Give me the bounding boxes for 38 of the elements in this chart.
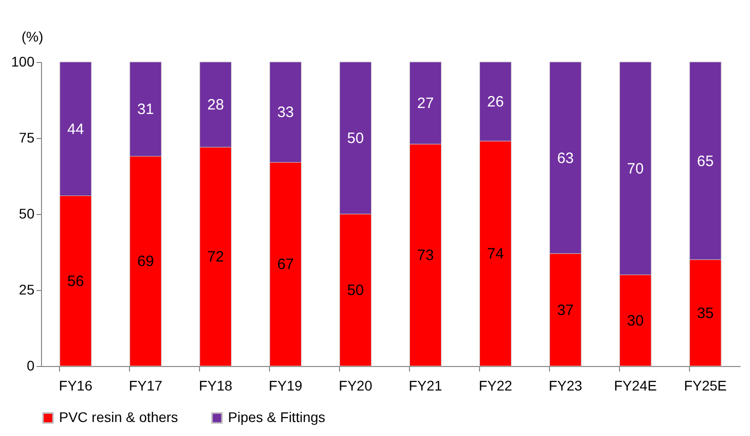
- legend-label: Pipes & Fittings: [228, 409, 326, 425]
- data-label: 27: [417, 95, 434, 112]
- data-label: 56: [67, 272, 84, 290]
- y-tick-label: 25: [18, 282, 35, 298]
- data-label: 50: [347, 282, 364, 299]
- data-label: 28: [207, 96, 224, 114]
- data-label: 50: [347, 130, 364, 147]
- data-label: 63: [557, 150, 574, 167]
- data-label: 67: [277, 256, 294, 274]
- data-label: 70: [627, 160, 644, 178]
- y-tick-label: 50: [18, 206, 35, 222]
- y-axis-title: (%): [22, 28, 44, 44]
- y-tick-label: 0: [26, 358, 35, 374]
- data-label: 44: [67, 120, 84, 138]
- y-tick-label: 75: [18, 130, 35, 146]
- x-tick-label: FY24E: [614, 378, 657, 394]
- x-tick-label: FY19: [268, 378, 302, 394]
- data-label: 31: [137, 101, 154, 118]
- data-label: 74: [487, 246, 504, 263]
- data-label: 33: [277, 104, 294, 122]
- data-label: 73: [417, 247, 434, 264]
- x-tick-label: FY23: [548, 378, 582, 394]
- data-label: 37: [557, 302, 574, 319]
- data-label: 69: [137, 253, 154, 270]
- data-label: 65: [697, 152, 714, 170]
- x-tick-label: FY18: [198, 378, 233, 394]
- x-tick-label: FY25E: [684, 378, 727, 394]
- data-label: 35: [697, 304, 714, 322]
- x-tick-label: FY20: [338, 378, 372, 394]
- data-label: 30: [627, 312, 644, 330]
- x-tick-label: FY17: [128, 378, 163, 394]
- x-tick-label: FY21: [408, 378, 442, 394]
- x-tick-label: FY16: [58, 378, 93, 394]
- legend-label: PVC resin & others: [59, 409, 178, 425]
- y-tick-label: 100: [11, 54, 35, 70]
- data-label: 26: [487, 94, 504, 111]
- data-label: 72: [207, 248, 224, 266]
- x-tick-label: FY22: [478, 378, 512, 394]
